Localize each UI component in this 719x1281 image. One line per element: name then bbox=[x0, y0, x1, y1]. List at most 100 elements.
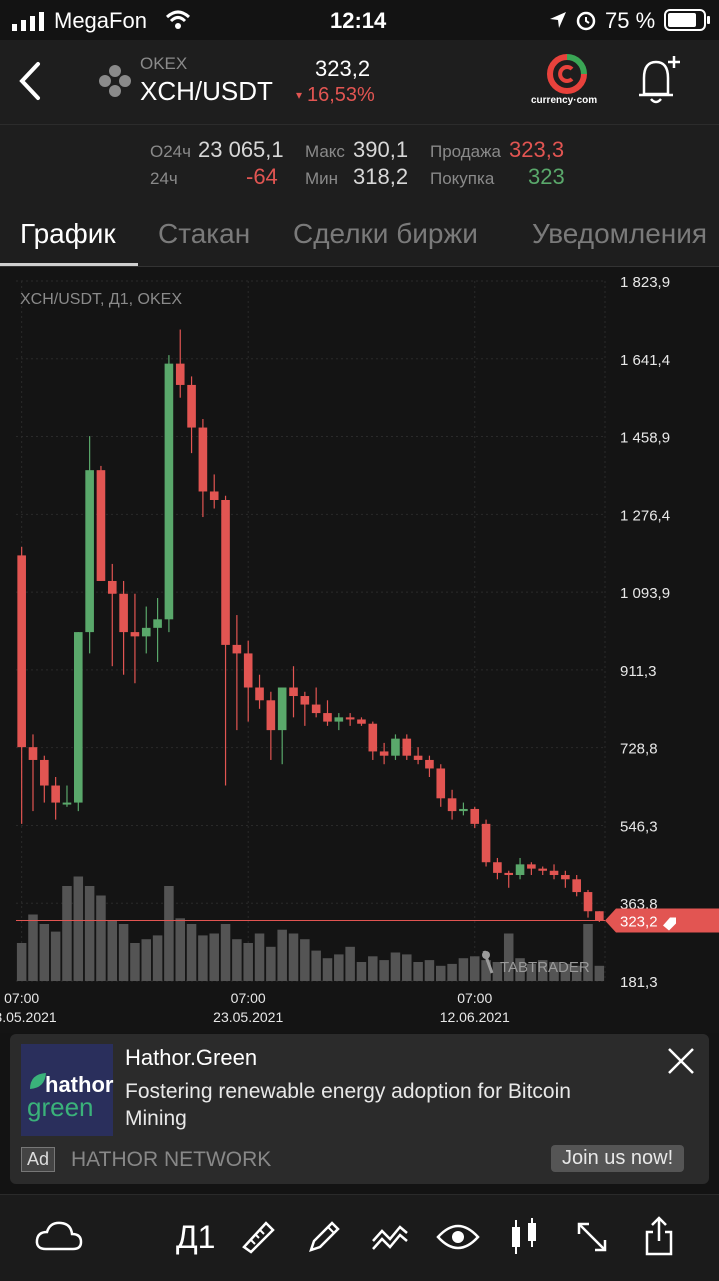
volume-bar bbox=[130, 943, 140, 981]
open24-value: 23 065,1 bbox=[198, 137, 284, 162]
currency-com-logo-icon[interactable] bbox=[546, 54, 588, 94]
ad-cta-button[interactable]: Join us now! bbox=[551, 1145, 685, 1172]
bottom-toolbar: Д1 bbox=[0, 1194, 719, 1281]
ad-badge: Ad bbox=[21, 1147, 56, 1172]
candle-body bbox=[153, 619, 162, 628]
ad-logo[interactable]: hathor green bbox=[21, 1044, 113, 1136]
tab-alerts[interactable]: Уведомления bbox=[532, 218, 708, 249]
pair-name[interactable]: XCH/USDT bbox=[140, 76, 273, 106]
candle-body bbox=[28, 747, 38, 760]
ruler-icon[interactable] bbox=[240, 1219, 276, 1255]
price-chart[interactable]: 1 823,9 1 641,4 1 458,9 1 276,4 1 093,9 911,3… bbox=[0, 267, 719, 1033]
candle-body bbox=[459, 808, 468, 812]
eye-icon[interactable] bbox=[436, 1223, 480, 1251]
candle-body bbox=[583, 892, 593, 912]
volume-bar bbox=[549, 962, 559, 981]
y-tick-label: 1 093,9 bbox=[620, 585, 670, 602]
candle-body bbox=[527, 864, 536, 869]
y-tick-label: 728,8 bbox=[620, 741, 658, 758]
candle-body bbox=[300, 696, 310, 705]
volume-bar bbox=[73, 876, 84, 981]
volume-bar bbox=[277, 929, 287, 981]
tabtrader-watermark: TABTRADER bbox=[482, 950, 590, 976]
min-value: 318,2 bbox=[353, 164, 409, 189]
tab-chart[interactable]: График bbox=[20, 218, 116, 249]
volume-bar bbox=[571, 965, 582, 981]
volume-bar bbox=[368, 956, 378, 981]
volume-bar bbox=[198, 935, 208, 981]
chevron-left-icon[interactable] bbox=[14, 60, 44, 102]
close-icon[interactable] bbox=[666, 1046, 696, 1076]
candle-body bbox=[436, 768, 446, 799]
tab-orderbook[interactable]: Стакан bbox=[158, 218, 251, 249]
price-tag-icon bbox=[663, 917, 676, 931]
volume-bar bbox=[481, 960, 491, 981]
volume-bar bbox=[413, 962, 423, 981]
current-price-label: 323,2 bbox=[620, 914, 658, 931]
volume-bar bbox=[141, 939, 152, 981]
volume-bar bbox=[209, 933, 219, 981]
volume-bar bbox=[300, 939, 310, 981]
candle-body bbox=[119, 593, 128, 633]
candle-body bbox=[141, 627, 151, 637]
candle-body bbox=[164, 363, 174, 620]
ad-title[interactable]: Hathor.Green bbox=[125, 1045, 258, 1070]
candle-body bbox=[368, 723, 378, 752]
candle-body bbox=[243, 653, 253, 688]
x-tick-time: 07:00 bbox=[457, 990, 492, 1006]
volume-bar bbox=[107, 920, 118, 981]
candle-body bbox=[413, 755, 423, 760]
volume-bar bbox=[164, 886, 174, 981]
cloud-icon[interactable] bbox=[34, 1219, 84, 1253]
candle-body bbox=[549, 870, 559, 876]
volume-bar bbox=[594, 965, 605, 981]
ad-banner[interactable]: hathor green Hathor.Green Fostering rene… bbox=[10, 1034, 709, 1184]
change-arrow: ▾ bbox=[296, 88, 303, 102]
battery-icon bbox=[664, 9, 710, 31]
sell-label: Продажа bbox=[430, 142, 501, 161]
candle-body bbox=[85, 470, 94, 633]
battery-percent: 75 % bbox=[605, 8, 656, 33]
candles-icon[interactable] bbox=[508, 1217, 540, 1257]
timeframe-button[interactable]: Д1 bbox=[176, 1219, 216, 1255]
volume-bar bbox=[503, 933, 514, 981]
candle-body bbox=[62, 802, 72, 805]
candle-body bbox=[515, 864, 525, 876]
volume-bar bbox=[322, 958, 333, 981]
volume-bar bbox=[16, 943, 27, 981]
volume-bar bbox=[379, 960, 389, 981]
signal-icon bbox=[12, 12, 44, 31]
change24-value: -64 bbox=[246, 164, 278, 189]
buy-label: Покупка bbox=[430, 169, 495, 188]
volume-bar bbox=[402, 954, 412, 981]
volume-bar bbox=[243, 943, 253, 981]
candle-body bbox=[379, 751, 389, 756]
indicators-icon[interactable] bbox=[370, 1221, 410, 1253]
last-price: 323,2 bbox=[315, 56, 371, 81]
candle-body bbox=[493, 862, 502, 873]
stats-panel: О24ч 23 065,1 24ч -64 Макс 390,1 Мин 318… bbox=[0, 125, 719, 198]
volume-bar bbox=[28, 914, 38, 981]
location-icon bbox=[550, 12, 566, 28]
expand-icon[interactable] bbox=[574, 1219, 610, 1255]
candle-body bbox=[277, 687, 287, 731]
y-tick-label: 1 641,4 bbox=[620, 352, 670, 369]
pencil-icon[interactable] bbox=[306, 1219, 342, 1255]
wifi-icon bbox=[165, 10, 191, 29]
candle-body bbox=[17, 555, 26, 748]
tab-trades[interactable]: Сделки биржи bbox=[293, 218, 478, 249]
bell-plus-icon[interactable] bbox=[634, 54, 684, 108]
candle-body bbox=[209, 491, 219, 501]
share-icon[interactable] bbox=[644, 1215, 674, 1257]
volume-bar bbox=[254, 933, 265, 981]
volume-bar bbox=[560, 963, 571, 981]
candlestick-chart[interactable]: 1 823,9 1 641,4 1 458,9 1 276,4 1 093,9 911,3… bbox=[0, 267, 719, 1033]
volume-bar bbox=[515, 958, 525, 981]
x-tick-time: 07:00 bbox=[4, 990, 39, 1006]
y-tick-label: 546,3 bbox=[620, 818, 658, 835]
x-tick-date: 12.06.2021 bbox=[440, 1009, 510, 1025]
exchange-name: OKEX bbox=[140, 54, 188, 73]
volume-bar bbox=[424, 960, 435, 981]
volume-bar bbox=[390, 952, 401, 981]
ad-advertiser: HATHOR NETWORK bbox=[71, 1148, 272, 1171]
